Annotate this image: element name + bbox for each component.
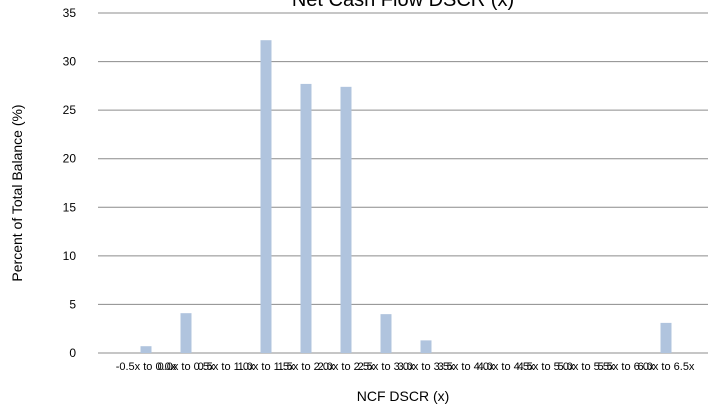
y-tick-label: 20 xyxy=(63,152,77,166)
x-tick-label: 6.0x to 6.5x xyxy=(638,361,695,373)
y-tick-label: 30 xyxy=(63,55,77,69)
bars xyxy=(140,40,672,354)
x-tick-label: 1.0x to 1.5x xyxy=(238,361,295,373)
x-axis-label: NCF DSCR (x) xyxy=(357,388,450,404)
x-axis-ticks: -0.5x to 0.0x0.0x to 0.5x0.5x to 1.0x1.0… xyxy=(116,361,695,373)
x-tick-label: -0.5x to 0.0x xyxy=(116,361,177,373)
y-tick-label: 5 xyxy=(69,297,76,311)
y-tick-label: 0 xyxy=(69,346,76,360)
y-tick-label: 10 xyxy=(63,249,77,263)
bar xyxy=(300,83,312,354)
bar xyxy=(380,314,392,353)
y-tick-label: 35 xyxy=(63,6,77,20)
x-tick-label: 2.5x to 3.0x xyxy=(358,361,415,373)
bar xyxy=(260,40,272,353)
bar xyxy=(340,86,352,353)
x-tick-label: 4.5x to 5.0x xyxy=(518,361,575,373)
x-tick-label: 3.5x to 4.0x xyxy=(438,361,495,373)
grid-layer xyxy=(98,12,708,354)
x-tick-label: 2.0x to 2.5x xyxy=(318,361,375,373)
chart-title: Net Cash Flow DSCR (x) xyxy=(292,0,514,11)
y-axis-label: Percent of Total Balance (%) xyxy=(9,104,25,281)
x-tick-label: 3.0x to 3.5x xyxy=(398,361,455,373)
x-tick-label: 0.5x to 1.0x xyxy=(198,361,255,373)
y-axis-ticks: 0 5 10 15 20 25 30 35 xyxy=(63,6,77,360)
y-tick-label: 15 xyxy=(63,200,77,214)
x-tick-label: 0.0x to 0.5x xyxy=(158,361,215,373)
bar xyxy=(180,313,192,353)
x-tick-label: 1.5x to 2.0x xyxy=(278,361,335,373)
x-tick-label: 5.0x to 5.5x xyxy=(558,361,615,373)
bar xyxy=(420,340,432,353)
y-tick-label: 25 xyxy=(63,103,77,117)
x-tick-label: 4.0x to 4.5x xyxy=(478,361,535,373)
bar xyxy=(660,322,672,353)
bar xyxy=(140,346,152,353)
x-tick-label: 5.5x to 6.0x xyxy=(598,361,655,373)
